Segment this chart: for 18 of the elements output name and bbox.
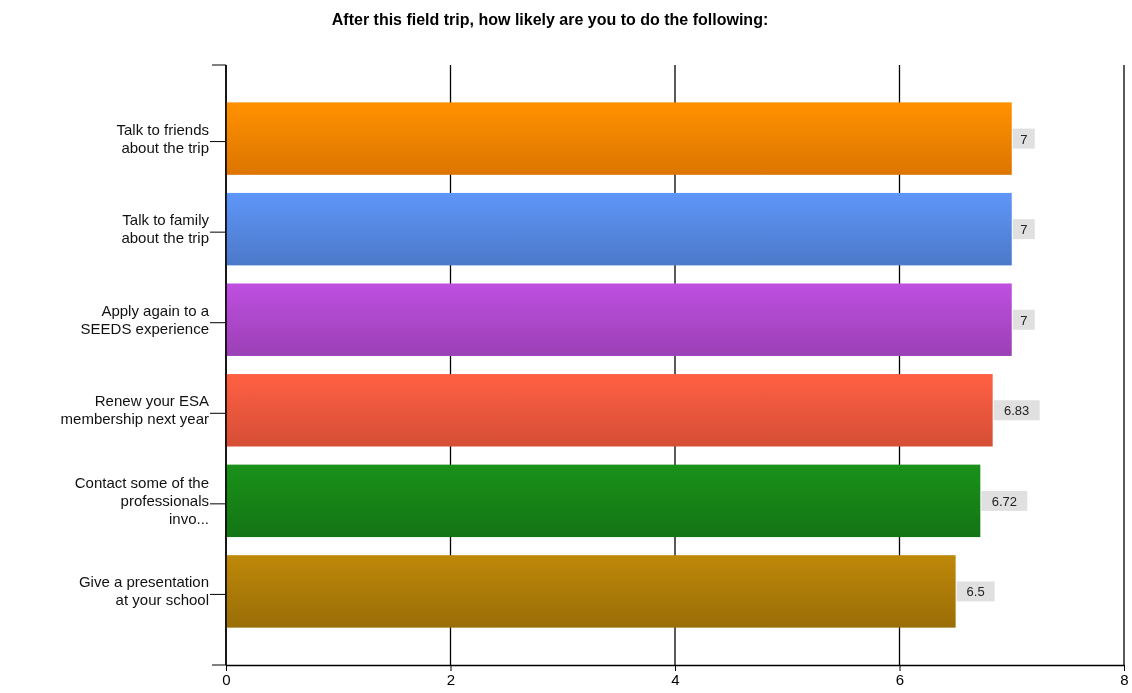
- y-tick-label: Contact some of the professionals invo...: [74, 473, 209, 527]
- y-tick-label: Talk to family about the trip: [121, 211, 210, 247]
- x-tick-label: 8: [1120, 670, 1129, 688]
- x-tick-label: 6: [895, 670, 905, 688]
- data-label: 6.83: [1004, 403, 1030, 419]
- data-label: 7: [1020, 131, 1028, 147]
- x-tick-label: 4: [671, 670, 680, 688]
- y-tick-label: Give a presentation at your school: [78, 573, 209, 609]
- data-label: 7: [1020, 312, 1028, 328]
- x-tick-label: 0: [222, 670, 231, 688]
- y-tick-label: Renew your ESA membership next year: [60, 392, 209, 428]
- y-tick-label: Talk to friends about the trip: [116, 120, 209, 156]
- data-label: 6.72: [991, 493, 1017, 509]
- x-tick-label: 2: [446, 670, 456, 688]
- data-label: 6.5: [966, 584, 985, 600]
- chart-title: After this field trip, how likely are you to do the following:: [331, 11, 769, 28]
- data-label: 7: [1020, 222, 1028, 238]
- y-tick-label: Apply again to a SEEDS experience: [80, 301, 210, 337]
